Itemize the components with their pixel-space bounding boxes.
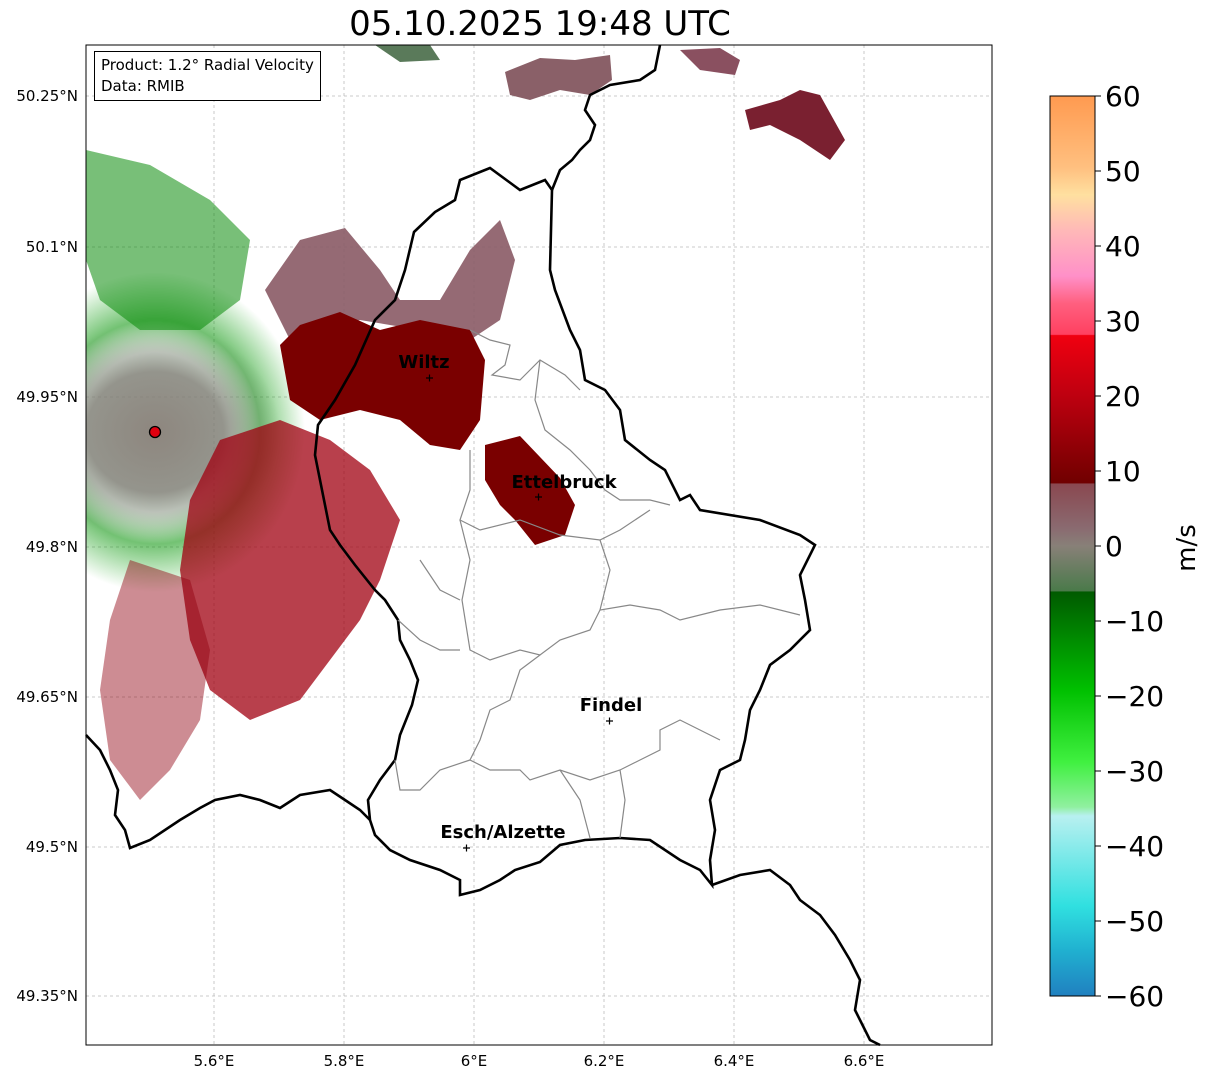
plot-frame bbox=[85, 44, 993, 1046]
city-label-wiltz: Wiltz bbox=[398, 352, 449, 373]
city-label-ettelbruck: Ettelbruck bbox=[511, 472, 617, 493]
echo-red-w bbox=[100, 560, 210, 800]
city-marker-esch bbox=[463, 844, 470, 852]
echo-red-sw bbox=[180, 420, 400, 720]
colorbar-tick-label: −40 bbox=[1105, 830, 1164, 863]
colorbar-tick-label: −10 bbox=[1105, 605, 1164, 638]
echo-core-ettelbruck bbox=[485, 436, 575, 545]
country-border-se bbox=[711, 868, 881, 1047]
city-marker-ettelbruck bbox=[535, 493, 542, 501]
lon-tick: 6°E bbox=[461, 1052, 488, 1070]
colorbar-tick-label: 20 bbox=[1105, 380, 1141, 413]
city-marker-findel bbox=[606, 717, 613, 725]
colorbar-tick-label: 30 bbox=[1105, 305, 1141, 338]
colorbar-unit-label: m/s bbox=[1172, 524, 1202, 572]
lat-axis: 50.25°N 50.1°N 49.95°N 49.8°N 49.65°N 49… bbox=[16, 87, 78, 1005]
echo-green-top bbox=[375, 45, 440, 62]
lat-tick: 50.25°N bbox=[16, 87, 78, 105]
echo-green-nw bbox=[86, 150, 250, 330]
lon-tick: 6.4°E bbox=[714, 1052, 755, 1070]
lon-tick: 6.6°E bbox=[844, 1052, 885, 1070]
colorbar-tick-label: −50 bbox=[1105, 905, 1164, 938]
radar-site-marker bbox=[148, 425, 162, 439]
colorbar-tick-label: 10 bbox=[1105, 455, 1141, 488]
lat-tick: 50.1°N bbox=[26, 238, 78, 256]
colorbar bbox=[1049, 95, 1096, 997]
colorbar-tick-label: 60 bbox=[1105, 80, 1141, 113]
colorbar-tick-label: 0 bbox=[1105, 530, 1123, 563]
product-info-box: Product: 1.2° Radial Velocity Data: RMIB bbox=[94, 51, 321, 101]
city-marker-wiltz bbox=[426, 374, 433, 382]
lat-tick: 49.65°N bbox=[16, 688, 78, 706]
country-border-sw bbox=[85, 734, 371, 850]
map-title: 05.10.2025 19:48 UTC bbox=[349, 4, 731, 44]
lon-tick: 5.8°E bbox=[324, 1052, 365, 1070]
canton-boundaries bbox=[394, 329, 801, 839]
lat-tick: 49.8°N bbox=[26, 538, 78, 556]
echo-mauve-north bbox=[265, 220, 515, 340]
data-source-label: Data: RMIB bbox=[101, 77, 185, 95]
echo-mauve-top bbox=[505, 55, 612, 100]
colorbar-ticks bbox=[1095, 95, 1101, 997]
colorbar-tick-label: 40 bbox=[1105, 230, 1141, 263]
colorbar-tick-label: −30 bbox=[1105, 755, 1164, 788]
lat-tick: 49.5°N bbox=[26, 838, 78, 856]
colorbar-tick-label: −20 bbox=[1105, 680, 1164, 713]
echo-core-wiltz bbox=[280, 312, 485, 450]
lon-tick: 5.6°E bbox=[194, 1052, 235, 1070]
radar-echoes bbox=[86, 45, 845, 800]
city-markers bbox=[426, 374, 613, 852]
country-border-north bbox=[550, 44, 662, 191]
city-label-findel: Findel bbox=[580, 695, 643, 716]
product-label: Product: 1.2° Radial Velocity bbox=[101, 56, 314, 74]
echo-mauve-ne2 bbox=[745, 90, 845, 160]
echo-mauve-ne1 bbox=[680, 48, 740, 75]
colorbar-tick-label: 50 bbox=[1105, 155, 1141, 188]
lat-tick: 49.95°N bbox=[16, 388, 78, 406]
colorbar-tick-label: −60 bbox=[1105, 980, 1164, 1013]
country-border-luxembourg bbox=[313, 166, 817, 897]
colorbar-labels: 60 50 40 30 20 10 0 −10 −20 −30 −40 −50 … bbox=[1105, 80, 1164, 1013]
lat-tick: 49.35°N bbox=[16, 987, 78, 1005]
lon-tick: 6.2°E bbox=[584, 1052, 625, 1070]
city-label-esch: Esch/Alzette bbox=[440, 822, 565, 843]
lon-axis: 5.6°E 5.8°E 6°E 6.2°E 6.4°E 6.6°E bbox=[194, 1052, 885, 1070]
